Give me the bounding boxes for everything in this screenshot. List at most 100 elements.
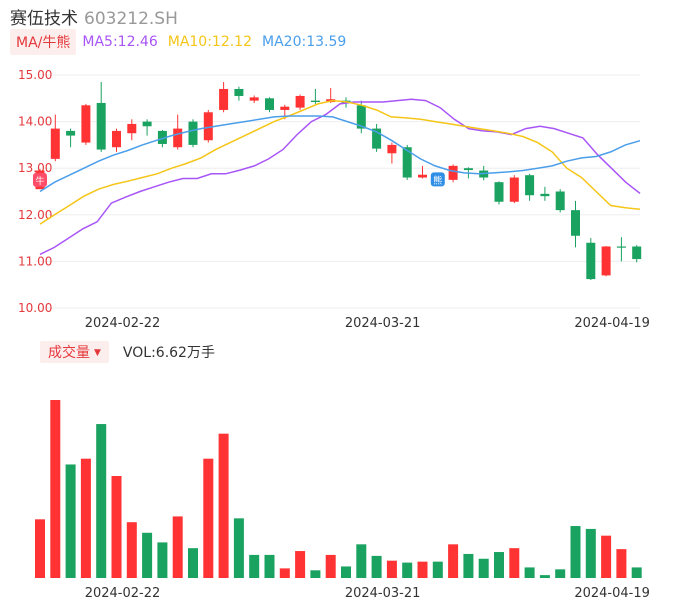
ma-indicator-tag[interactable]: MA/牛熊 [10,29,77,55]
price-axis-label: 11.00 [18,254,52,268]
volume-bar[interactable] [126,522,137,578]
candle[interactable] [81,103,91,145]
candle-body [463,168,473,171]
candle[interactable] [96,81,106,152]
candle[interactable] [265,97,274,113]
stock-code: 603212.SH [84,9,178,29]
bull-marker-icon[interactable]: 牛 [33,172,47,187]
volume-bar[interactable] [585,528,596,578]
volume-bar[interactable] [264,554,275,578]
price-axis-label: 12.00 [18,208,52,222]
volume-bar[interactable] [325,554,336,578]
candle[interactable] [448,164,458,183]
candle[interactable] [632,245,642,263]
volume-bar[interactable] [341,566,351,578]
candle-body [249,97,259,101]
candle[interactable] [310,88,320,104]
bear-marker-icon[interactable]: 熊 [430,172,445,187]
candle[interactable] [494,181,504,205]
volume-bar[interactable] [295,551,306,578]
volume-bar[interactable] [142,532,153,578]
volume-bar[interactable] [601,535,612,578]
candle[interactable] [586,238,596,281]
candle[interactable] [509,175,519,204]
candle[interactable] [234,86,244,101]
candle[interactable] [66,128,76,148]
volume-bar[interactable] [616,549,627,578]
candle-body [203,112,213,141]
volume-bar[interactable] [371,555,382,578]
volume-indicator-dropdown[interactable]: 成交量 ▼ [40,341,109,363]
volume-bar[interactable] [65,464,76,578]
candle-body [127,123,137,134]
candle[interactable] [525,173,535,201]
marker-box [33,172,47,187]
volume-bar[interactable] [402,562,413,578]
candle[interactable] [142,119,152,136]
candle[interactable] [387,142,397,164]
volume-bar[interactable] [570,526,581,578]
volume-bar[interactable] [417,561,428,578]
volume-bar[interactable] [157,542,168,578]
volume-bar[interactable] [96,424,107,578]
volume-bar[interactable] [478,558,489,578]
volume-bar[interactable] [310,570,321,578]
volume-bar[interactable] [111,476,122,578]
volume-bar[interactable] [80,458,91,578]
volume-bar[interactable] [203,458,214,578]
candle[interactable] [356,100,366,134]
candle[interactable] [571,200,580,248]
candle[interactable] [249,95,259,103]
volume-bar[interactable] [35,519,45,578]
candle-body [555,191,565,211]
marker-label: 牛 [35,175,44,187]
candle[interactable] [173,114,183,150]
volume-bar[interactable] [494,552,504,578]
candle-body [448,165,458,180]
volume-bar[interactable] [233,518,244,578]
candle-body [402,147,412,178]
volume-bar[interactable] [279,568,290,578]
candle[interactable] [418,165,427,179]
candle-body [616,246,626,248]
candle[interactable] [219,81,229,113]
candle[interactable] [127,119,137,141]
candle[interactable] [555,189,565,213]
volume-value: VOL:6.62万手 [122,345,215,361]
volume-bar[interactable] [463,553,474,578]
volume-bar[interactable] [555,569,566,578]
volume-bar[interactable] [524,567,535,578]
volume-bar[interactable] [356,544,367,578]
candle[interactable] [616,237,626,262]
volume-bar[interactable] [386,560,397,578]
volume-bar[interactable] [539,575,550,578]
date-axis-label: 2024-03-21 [345,586,421,601]
candle[interactable] [112,128,121,152]
volume-bar[interactable] [631,567,642,578]
candle[interactable] [372,123,382,152]
candle-body [50,128,60,159]
candle[interactable] [50,114,60,162]
candle[interactable] [295,94,305,110]
candle-body [219,88,229,110]
volume-bar[interactable] [448,544,459,578]
candle[interactable] [540,186,550,201]
candle[interactable] [601,246,611,277]
candle[interactable] [203,109,213,143]
volume-bar[interactable] [249,554,260,578]
volume-bar[interactable] [50,400,61,578]
candle-body [280,106,290,110]
marker-label: 熊 [433,174,442,186]
candle-body [601,246,611,276]
marker-box [430,172,445,187]
volume-bar[interactable] [432,561,443,578]
volume-bar[interactable] [218,433,229,578]
volume-bar[interactable] [509,548,520,578]
volume-bar[interactable] [172,516,183,578]
volume-bar[interactable] [188,548,198,578]
ma5-line [39,98,641,256]
candle[interactable] [188,119,198,148]
date-axis-label: 2024-04-19 [574,586,650,601]
volume-legend: 成交量 ▼ VOL:6.62万手 [40,341,215,363]
